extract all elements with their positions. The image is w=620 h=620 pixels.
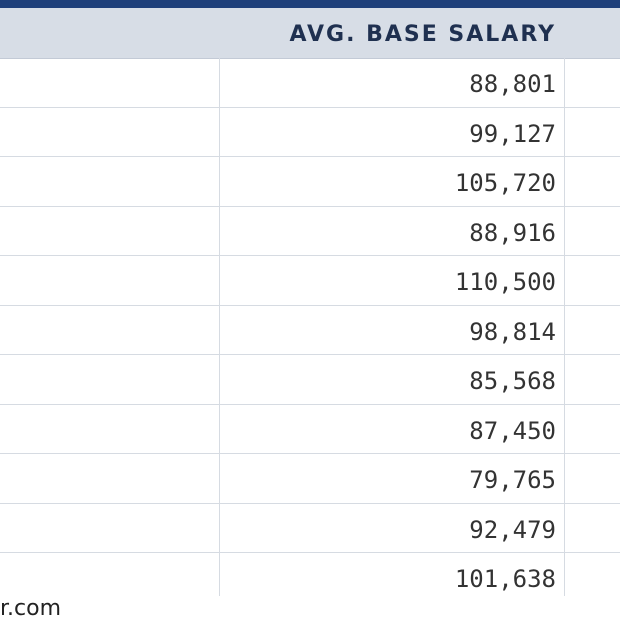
salary-value: 98,814 xyxy=(469,317,556,346)
table-row: 110,500 xyxy=(0,256,620,306)
salary-value: 105,720 xyxy=(454,169,556,197)
table-row: 87,450 xyxy=(0,404,620,454)
row-label-cell xyxy=(0,157,220,206)
table-row: 88,801 xyxy=(0,58,620,108)
row-extra-cell xyxy=(565,157,620,206)
salary-cell: 110,500 xyxy=(220,256,565,305)
table-row: 88,916 xyxy=(0,206,620,256)
table-row: 99,127 xyxy=(0,107,620,157)
salary-cell: 101,638 xyxy=(220,553,565,602)
row-extra-cell xyxy=(565,355,620,404)
salary-cell: 105,720 xyxy=(220,157,565,206)
row-label-cell xyxy=(0,503,220,552)
salary-cell: 87,450 xyxy=(220,404,565,453)
salary-value: 92,479 xyxy=(469,515,556,544)
row-label-cell xyxy=(0,404,220,453)
salary-cell: 88,801 xyxy=(220,58,565,107)
salary-value: 79,765 xyxy=(469,466,556,494)
row-label-cell xyxy=(0,355,220,404)
salary-cell: 88,916 xyxy=(220,206,565,255)
row-label-cell xyxy=(0,454,220,503)
salary-value: 110,500 xyxy=(454,268,556,296)
salary-table: 88,801 99,127 105,720 88,916 110,500 98,814 85… xyxy=(0,58,620,603)
row-label-cell xyxy=(0,107,220,156)
salary-cell: 85,568 xyxy=(220,355,565,404)
row-extra-cell xyxy=(565,454,620,503)
row-extra-cell xyxy=(565,58,620,107)
salary-cell: 92,479 xyxy=(220,503,565,552)
table-row: 92,479 xyxy=(0,503,620,553)
table-header-row: AVG. BASE SALARY xyxy=(0,8,620,59)
salary-value: 87,450 xyxy=(469,416,556,445)
row-extra-cell xyxy=(565,504,620,553)
row-label-cell xyxy=(0,256,220,305)
table-row: 85,568 xyxy=(0,355,620,405)
salary-value: 101,638 xyxy=(454,565,556,593)
table-row: 79,765 xyxy=(0,454,620,504)
salary-cell: 99,127 xyxy=(220,107,565,156)
avg-base-salary-header: AVG. BASE SALARY xyxy=(289,22,556,47)
row-label-cell xyxy=(0,206,220,255)
row-label-cell xyxy=(0,58,220,107)
salary-cell: 98,814 xyxy=(220,305,565,354)
row-extra-cell xyxy=(565,108,620,157)
row-extra-cell xyxy=(565,306,620,355)
salary-value: 88,916 xyxy=(469,218,556,247)
salary-value: 85,568 xyxy=(469,367,556,395)
top-band xyxy=(0,0,620,8)
salary-cell: 79,765 xyxy=(220,454,565,503)
row-extra-cell xyxy=(565,553,620,602)
table-row: 105,720 xyxy=(0,157,620,207)
salary-value: 88,801 xyxy=(469,70,556,98)
row-label-cell xyxy=(0,305,220,354)
footer: r.com xyxy=(0,596,620,620)
row-extra-cell xyxy=(565,405,620,454)
row-extra-cell xyxy=(565,207,620,256)
row-label-cell xyxy=(0,553,220,602)
row-extra-cell xyxy=(565,256,620,305)
source-text: r.com xyxy=(0,596,62,620)
table-row: 98,814 xyxy=(0,305,620,355)
salary-value: 99,127 xyxy=(469,119,556,148)
